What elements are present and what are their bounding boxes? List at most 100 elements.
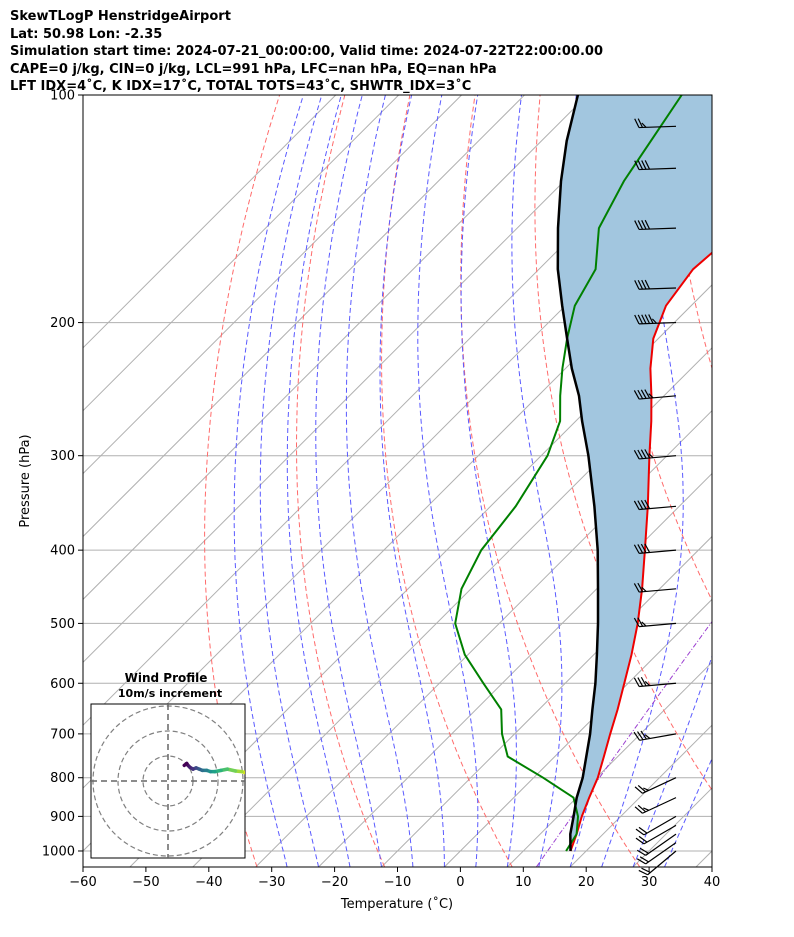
x-tick-label: 30 [641, 875, 658, 890]
moist-adiabat [379, 95, 445, 867]
y-tick-label: 600 [50, 677, 75, 692]
barb-shaft [645, 833, 677, 856]
axes: Temperature (˚C) Pressure (hPa) −60 −50 −4… [18, 89, 720, 913]
barb-feather [648, 393, 654, 399]
barb-shaft [643, 824, 677, 845]
barb-shaft [642, 777, 677, 794]
isotherm-line [83, 95, 462, 475]
barb-feather [636, 849, 647, 856]
barb-shaft [639, 549, 677, 554]
barb-shaft [639, 455, 677, 460]
barb-feather [637, 731, 644, 741]
y-tick-label: 1000 [42, 844, 75, 859]
barb-feather [639, 856, 649, 863]
barb-feather [633, 544, 640, 554]
isotherm-line [83, 95, 400, 412]
barb-feather [639, 847, 649, 854]
barb-feather [634, 118, 640, 128]
barb-shaft [639, 287, 677, 290]
y-tick-label: 800 [50, 771, 75, 786]
barb-feather [633, 583, 640, 593]
barb-feather [648, 453, 654, 459]
chart-title: SkewTLogP HenstridgeAirport [10, 9, 231, 24]
inset-subtitle: 10m/s increment [118, 687, 222, 700]
barb-feather [644, 314, 651, 324]
barb-feather [634, 160, 640, 170]
barb-feather [643, 787, 650, 791]
moist-adiabat [460, 95, 517, 867]
barb-feather [634, 806, 643, 814]
x-tick-label: −30 [258, 875, 285, 890]
isotherm-line [506, 661, 712, 867]
wind-barb [636, 842, 677, 865]
barb-feather [637, 544, 644, 554]
barb-feather [634, 220, 640, 230]
barb-feather [637, 677, 644, 687]
wind-barb [634, 279, 677, 290]
moist-adiabat [601, 95, 684, 867]
y-tick-label: 300 [50, 449, 75, 464]
barb-feather [651, 318, 657, 324]
chart-header: SkewTLogP HenstridgeAirport Lat: 50.98 L… [10, 8, 603, 96]
x-tick-label: 20 [578, 875, 595, 890]
barb-feather [640, 676, 647, 687]
wind-barb [635, 815, 677, 836]
barb-feather [637, 314, 644, 325]
isotherm-line [129, 284, 712, 867]
moist-adiabat [259, 95, 323, 867]
hodograph-inset: Wind Profile 10m/s increment [90, 671, 246, 859]
wind-barbs [633, 118, 677, 876]
dry-adiabat [460, 95, 641, 867]
isotherm-line [83, 95, 588, 601]
wind-barb [634, 797, 677, 814]
dry-adiabat [295, 95, 386, 867]
cape-cin-fill [557, 95, 712, 851]
barb-feather [644, 499, 651, 509]
location-line: Lat: 50.98 Lon: -2.35 [10, 26, 163, 42]
barb-feather [635, 837, 645, 845]
barb-feather [640, 543, 647, 554]
barb-feather [637, 160, 644, 170]
barb-feather [644, 160, 651, 170]
barb-shaft [639, 321, 677, 325]
barb-feather [633, 731, 641, 741]
barb-feather [634, 280, 640, 290]
isotherm-line [569, 724, 712, 867]
barb-feather [641, 122, 647, 128]
dry-adiabat [736, 95, 794, 867]
moist-adiabat [417, 95, 479, 867]
barb-shaft [639, 167, 677, 171]
barb-feather [634, 314, 640, 325]
wind-barb [634, 314, 677, 325]
barb-shaft [643, 815, 677, 836]
dry-adiabat [534, 95, 712, 792]
wind-barb [633, 617, 677, 628]
wind-barb [634, 118, 677, 129]
moist-adiabat [233, 95, 304, 867]
isotherm-line [381, 535, 712, 867]
cape-cin-area [557, 95, 712, 851]
barb-feather [648, 314, 654, 324]
barb-feather [637, 118, 644, 128]
barb-feather [633, 617, 640, 627]
moist-adiabat [632, 654, 712, 867]
barb-feather [637, 617, 644, 627]
barb-feather [637, 449, 644, 459]
barb-feather [637, 389, 644, 400]
barb-feather [640, 449, 647, 459]
barb-feather [635, 828, 645, 836]
barb-shaft [639, 505, 677, 511]
barb-feather [644, 449, 651, 459]
dry-adiabat [381, 95, 513, 867]
moist-adiabat [664, 757, 712, 867]
wind-barb [633, 730, 677, 741]
barb-shaft [639, 733, 677, 741]
barb-feather [640, 500, 647, 510]
isotherm-line [83, 95, 651, 663]
barb-shaft [642, 797, 677, 814]
barb-feather [641, 314, 647, 324]
barb-shaft [647, 850, 677, 876]
barb-feather [637, 220, 644, 230]
dewpoint-line [454, 95, 683, 852]
